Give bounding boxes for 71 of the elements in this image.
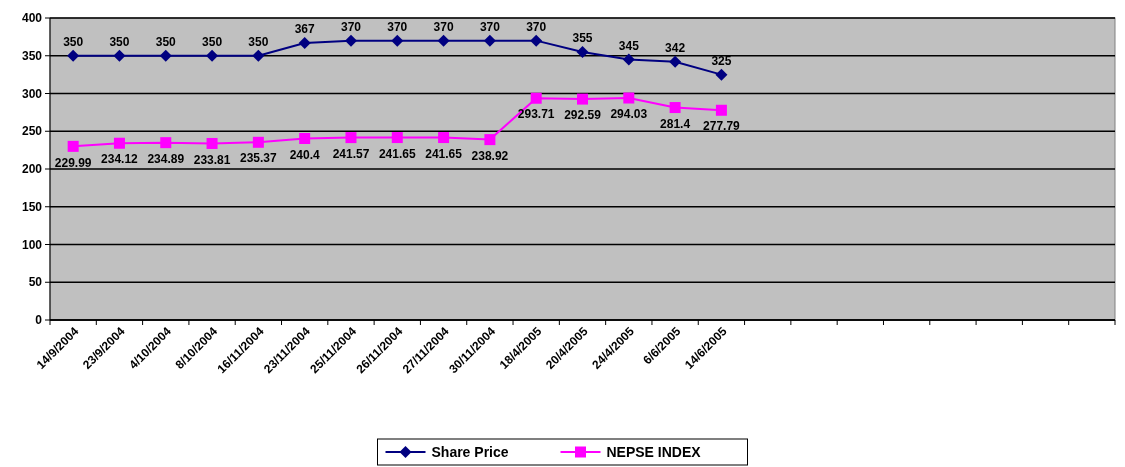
point [344, 34, 357, 47]
data-label: 293.71 [517, 107, 555, 122]
point [298, 36, 311, 49]
point [67, 140, 79, 152]
point [299, 133, 311, 144]
y-tick-label: 350 [21, 48, 43, 63]
point [113, 49, 126, 62]
data-label: 367 [294, 22, 316, 37]
point [484, 134, 496, 146]
point [113, 137, 125, 149]
data-label: 370 [340, 19, 362, 34]
data-label: 350 [202, 34, 223, 49]
point [206, 49, 219, 62]
point [530, 34, 543, 47]
y-tick-label: 250 [21, 124, 43, 139]
data-label: 355 [572, 31, 593, 46]
point [576, 45, 589, 58]
point [715, 104, 727, 116]
point [391, 34, 404, 47]
data-label: 325 [711, 53, 732, 68]
point [160, 137, 172, 149]
data-label: 350 [109, 34, 130, 49]
y-tick-label: 400 [21, 11, 43, 26]
legend-label: Share Price [431, 443, 509, 460]
data-label: 350 [155, 34, 177, 49]
point [252, 49, 265, 62]
data-label: 234.12 [101, 152, 139, 167]
point [438, 132, 450, 144]
point [252, 136, 264, 148]
data-label: 350 [63, 34, 84, 49]
data-label: 229.99 [54, 155, 92, 170]
point [67, 49, 80, 62]
point [391, 132, 403, 144]
point [577, 93, 588, 105]
data-label: 292.59 [564, 108, 602, 123]
data-label: 370 [387, 19, 408, 34]
y-tick-label: 0 [35, 313, 43, 328]
point [669, 55, 682, 68]
data-label: 345 [618, 38, 640, 53]
data-label: 241.57 [332, 146, 370, 161]
point [345, 132, 357, 144]
legend-label: NEPSE INDEX [606, 443, 702, 460]
point [669, 102, 681, 114]
data-label: 350 [248, 34, 269, 49]
y-tick-label: 100 [21, 237, 43, 252]
y-tick-label: 300 [21, 86, 43, 101]
point [483, 34, 496, 47]
point [715, 68, 728, 81]
point [622, 53, 635, 66]
data-label: 277.79 [703, 119, 741, 134]
data-label: 233.81 [193, 152, 231, 167]
data-label: 370 [479, 19, 501, 34]
y-tick-label: 200 [21, 162, 43, 177]
data-label: 241.65 [378, 146, 416, 161]
data-label: 235.37 [240, 151, 278, 166]
data-label: 294.03 [610, 107, 648, 122]
point [159, 49, 172, 62]
point [206, 137, 218, 149]
point [437, 34, 450, 47]
data-label: 370 [433, 19, 454, 34]
point [623, 92, 635, 104]
data-label: 234.89 [147, 151, 185, 166]
y-tick-label: 150 [21, 199, 43, 214]
data-label: 342 [665, 40, 686, 55]
data-label: 240.4 [289, 147, 321, 162]
y-tick-label: 50 [28, 275, 43, 290]
data-label: 238.92 [471, 148, 509, 163]
data-label: 281.4 [660, 116, 691, 131]
data-label: 370 [526, 19, 547, 34]
point [530, 92, 542, 104]
data-label: 241.65 [425, 146, 463, 161]
